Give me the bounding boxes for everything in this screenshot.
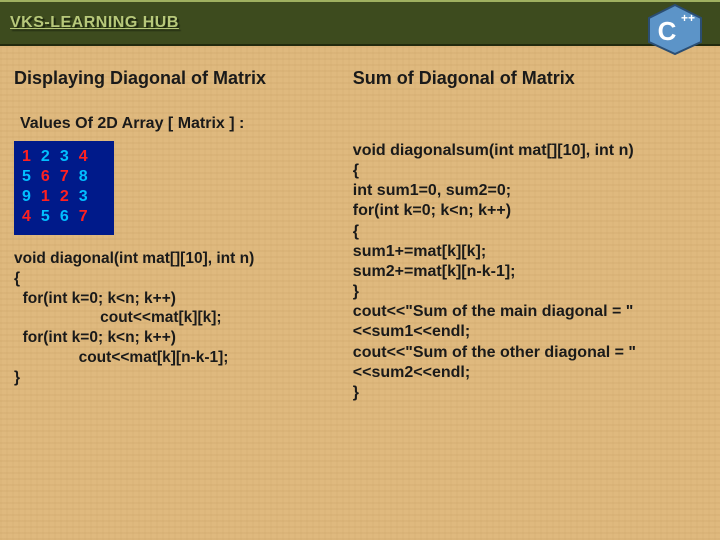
left-code: void diagonal(int mat[][10], int n) { fo… (14, 249, 345, 388)
cpp-logo-icon: C ++ (644, 2, 706, 56)
top-bar: VKS-LEARNING HUB (0, 0, 720, 46)
spacer (353, 115, 708, 141)
matrix-row: 4567 (22, 207, 106, 227)
matrix-cell: 3 (60, 147, 69, 167)
matrix-row: 9123 (22, 187, 106, 207)
matrix-cell: 5 (41, 207, 50, 227)
matrix-cell: 2 (60, 187, 69, 207)
matrix-cell: 9 (22, 187, 31, 207)
matrix-cell: 7 (60, 167, 69, 187)
matrix-cell: 6 (60, 207, 69, 227)
cpp-logo-c: C (658, 16, 677, 46)
right-code: void diagonalsum(int mat[][10], int n) {… (353, 141, 708, 403)
matrix-cell: 4 (79, 147, 88, 167)
matrix-cell: 1 (41, 187, 50, 207)
brand-title: VKS-LEARNING HUB (10, 14, 179, 32)
left-title: Displaying Diagonal of Matrix (14, 68, 345, 89)
matrix-cell: 7 (79, 207, 88, 227)
matrix-cell: 5 (22, 167, 31, 187)
matrix-row: 1234 (22, 147, 106, 167)
matrix-cell: 1 (22, 147, 31, 167)
matrix-cell: 3 (79, 187, 88, 207)
matrix-cell: 4 (22, 207, 31, 227)
matrix-cell: 6 (41, 167, 50, 187)
left-subtitle: Values Of 2D Array [ Matrix ] : (14, 115, 345, 133)
content-area: Displaying Diagonal of Matrix Values Of … (0, 46, 720, 540)
matrix-cell: 8 (79, 167, 88, 187)
matrix-cell: 2 (41, 147, 50, 167)
matrix-box: 1234567891234567 (14, 141, 114, 235)
left-column: Displaying Diagonal of Matrix Values Of … (0, 46, 353, 540)
cpp-logo-plus: ++ (681, 11, 695, 25)
right-column: Sum of Diagonal of Matrix void diagonals… (353, 46, 720, 540)
matrix-row: 5678 (22, 167, 106, 187)
right-title: Sum of Diagonal of Matrix (353, 68, 708, 89)
